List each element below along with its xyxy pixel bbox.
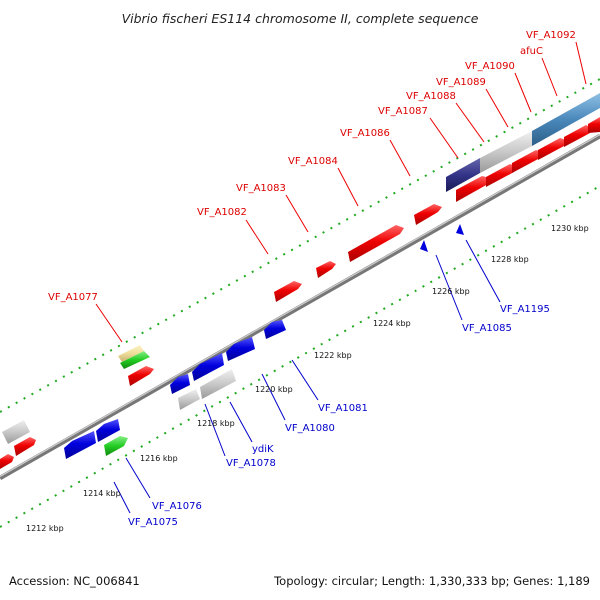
scale-tracks [0,78,600,528]
connector-vf-a1080 [261,373,286,421]
gene-label-vf-a1089[interactable]: VF_A1089 [436,77,486,88]
gene-label-afuc[interactable]: afuC [520,46,543,57]
gene-red-forward[interactable] [564,125,592,147]
scale-label-1218: 1218 kbp [197,419,235,428]
gene-gray[interactable] [178,389,200,410]
connector-vf-a1089 [485,88,509,128]
gene-red-forward[interactable] [0,454,14,469]
gene-label-vf-a1085[interactable]: VF_A1085 [462,323,512,334]
gene-label-vf-a1084[interactable]: VF_A1084 [288,156,338,167]
connector-vf-a1082 [245,219,269,255]
scale-label-1216: 1216 kbp [140,454,178,463]
gene-steelblue[interactable] [532,93,600,146]
gene-tan[interactable] [118,345,144,362]
scale-label-1214: 1214 kbp [83,489,121,498]
gene-label-vf-a1081[interactable]: VF_A1081 [318,403,368,414]
gene-blue-reverse[interactable] [226,337,255,361]
connector-vf-a1090 [514,72,532,113]
connector-ydik [229,401,253,443]
backbone-track [0,134,600,480]
gene-red-forward[interactable] [348,225,404,262]
gene-red-forward[interactable] [588,117,600,133]
gene-blue-reverse[interactable] [456,224,464,235]
gene-red-forward[interactable] [14,437,36,456]
lower-tick-track [0,185,600,528]
gene-green[interactable] [104,436,128,456]
gene-blocks [0,93,600,469]
topology-summary: Topology: circular; Length: 1,330,333 bp… [274,574,590,588]
gene-red-forward[interactable] [456,176,490,202]
forward-labels: VF_A1077 VF_A1082 VF_A1083 VF_A1084 VF_A… [48,30,576,303]
gene-red-forward[interactable] [128,366,154,386]
gene-blue-reverse[interactable] [192,353,224,381]
gene-blue-reverse[interactable] [170,374,190,394]
connector-vf-a1085 [435,254,463,321]
connector-vf-a1088 [455,102,485,143]
gene-label-vf-a1092[interactable]: VF_A1092 [526,30,576,41]
gene-red-forward[interactable] [538,138,566,160]
connector-vf-a1084 [337,167,359,207]
gene-gray[interactable] [2,420,30,444]
gene-red-forward[interactable] [316,261,336,278]
scale-label-1220: 1220 kbp [255,385,293,394]
gene-label-vf-a1080[interactable]: VF_A1080 [285,423,335,434]
gene-label-vf-a1076[interactable]: VF_A1076 [152,501,202,512]
gene-label-vf-a1078[interactable]: VF_A1078 [226,458,276,469]
upper-tick-track [0,78,600,413]
connector-vf-a1078 [204,403,226,457]
scale-label-1228: 1228 kbp [491,255,529,264]
scale-label-1212: 1212 kbp [26,524,64,533]
gene-red-forward[interactable] [512,150,542,173]
reverse-labels: VF_A1075 VF_A1076 VF_A1078 ydiK VF_A1080… [128,304,550,528]
connector-vf-a1087 [429,117,459,159]
gene-label-vf-a1195[interactable]: VF_A1195 [500,304,550,315]
connector-vf-a1086 [389,139,411,177]
gene-blue-reverse[interactable] [420,240,428,252]
connector-vf-a1195 [465,239,501,303]
gene-blue-reverse[interactable] [96,419,120,442]
gene-label-vf-a1082[interactable]: VF_A1082 [197,207,247,218]
gene-label-vf-a1083[interactable]: VF_A1083 [236,183,286,194]
gene-label-vf-a1077[interactable]: VF_A1077 [48,292,98,303]
gene-blue-reverse[interactable] [264,320,286,339]
gene-gray[interactable] [200,369,236,399]
connector-vf-a1075 [113,481,131,514]
map-title: Vibrio fischeri ES114 chromosome II, com… [122,11,479,26]
scale-label-1230: 1230 kbp [551,224,589,233]
gene-blue-reverse[interactable] [64,431,96,459]
gene-red-forward[interactable] [274,281,302,302]
gene-red-forward[interactable] [414,204,442,225]
connector-vf-a1081 [291,359,319,401]
gene-green[interactable] [120,351,150,369]
gene-label-vf-a1087[interactable]: VF_A1087 [378,106,428,117]
scale-labels: 1212 kbp 1214 kbp 1216 kbp 1218 kbp 1220… [26,224,589,533]
backbone [0,133,600,480]
gene-label-vf-a1086[interactable]: VF_A1086 [340,128,390,139]
connector-vf-a1083 [285,194,309,233]
scale-label-1226: 1226 kbp [432,287,470,296]
gene-navy[interactable] [446,158,480,192]
gene-red-forward[interactable] [486,164,516,187]
backbone-highlight [0,133,600,478]
gene-label-vf-a1090[interactable]: VF_A1090 [465,61,515,72]
connector-lines [95,41,587,514]
scale-label-1224: 1224 kbp [373,319,411,328]
accession-label: Accession: NC_006841 [9,574,140,588]
connector-vf-a1077 [95,303,123,343]
scale-label-1222: 1222 kbp [314,351,352,360]
gene-label-vf-a1088[interactable]: VF_A1088 [406,91,456,102]
gene-label-ydik[interactable]: ydiK [252,444,274,455]
connector-vf-a1076 [125,457,151,499]
connector-afuc [541,57,558,97]
gene-gray[interactable] [480,131,532,173]
gene-label-vf-a1075[interactable]: VF_A1075 [128,517,178,528]
connector-vf-a1092 [575,41,587,85]
